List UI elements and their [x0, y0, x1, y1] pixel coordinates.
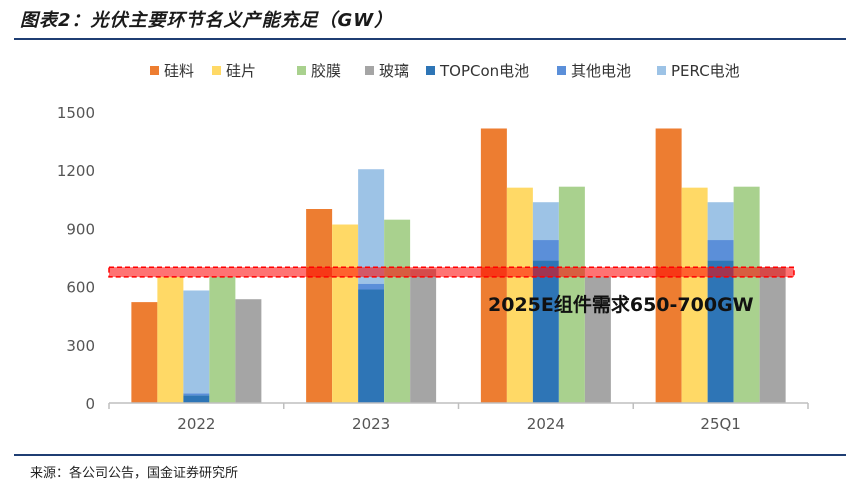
bar-stack-segment: [707, 260, 734, 403]
source-note: 来源：各公司公告，国金证券研究所: [30, 466, 239, 481]
x-tick-label: 2024: [527, 415, 565, 433]
bar: [655, 128, 682, 403]
bar-stack-segment: [532, 202, 559, 241]
bar-stack-segment: [707, 240, 734, 261]
y-tick-label: 1500: [57, 104, 95, 122]
demand-band-annotation: 2025E组件需求650-700GW: [108, 266, 795, 316]
legend-label: 玻璃: [379, 62, 409, 80]
y-axis: 0 300 600 900 1200 1500: [57, 104, 95, 413]
bar: [235, 299, 262, 403]
figure-title: 图表2：光伏主要环节名义产能充足（GW）: [20, 10, 394, 31]
bar-stack-segment: [358, 283, 385, 290]
bar-stack-segment: [532, 260, 559, 403]
legend-swatch: [365, 66, 374, 75]
legend-swatch: [212, 66, 221, 75]
legend-label: 胶膜: [311, 62, 341, 80]
bar: [306, 209, 333, 403]
legend-label: TOPCon电池: [439, 62, 529, 80]
legend-label: PERC电池: [671, 62, 740, 80]
x-tick-label: 25Q1: [700, 415, 740, 433]
footer-rule: [14, 454, 846, 456]
legend-label: 其他电池: [571, 62, 631, 80]
bar: [480, 128, 507, 403]
y-tick-label: 300: [66, 337, 95, 355]
y-tick-label: 900: [66, 220, 95, 238]
bar: [157, 276, 184, 403]
legend-swatch: [557, 66, 566, 75]
capacity-bar-chart: 硅料 硅片 胶膜 玻璃 TOPCon电池 其他电池 PERC电池 0 300 600 900 120…: [57, 62, 809, 433]
legend-swatch: [426, 66, 435, 75]
bar: [506, 187, 533, 403]
y-tick-label: 0: [85, 395, 95, 413]
y-tick-label: 600: [66, 279, 95, 297]
x-tick-label: 2022: [177, 415, 215, 433]
y-tick-label: 1200: [57, 162, 95, 180]
legend-swatch: [657, 66, 666, 75]
chart-legend: 硅料 硅片 胶膜 玻璃 TOPCon电池 其他电池 PERC电池: [150, 62, 740, 80]
bar: [332, 224, 359, 403]
bar: [733, 186, 760, 403]
bar: [584, 276, 611, 403]
bar-stack-segment: [183, 393, 210, 396]
bar: [759, 267, 786, 403]
bar-stack-segment: [183, 290, 210, 394]
bar-stack-segment: [532, 240, 559, 261]
demand-band: [108, 266, 795, 278]
bar-stack-segment: [358, 289, 385, 403]
bar: [131, 302, 158, 403]
x-tick-label: 2023: [352, 415, 390, 433]
demand-band-label: 2025E组件需求650-700GW: [488, 293, 754, 316]
bar: [410, 269, 437, 403]
legend-label: 硅料: [164, 62, 194, 80]
bar-stack-segment: [183, 395, 210, 403]
bar: [384, 219, 411, 403]
bar: [558, 186, 585, 403]
x-axis: 2022 2023 2024 25Q1: [108, 402, 809, 433]
title-rule: [14, 38, 846, 40]
bar-stack-segment: [358, 169, 385, 284]
legend-swatch: [150, 66, 159, 75]
bar-groups: [131, 128, 786, 403]
bar-stack-segment: [707, 202, 734, 241]
legend-swatch: [297, 66, 306, 75]
bar: [209, 276, 236, 403]
legend-label: 硅片: [226, 62, 256, 80]
bar: [681, 187, 708, 403]
